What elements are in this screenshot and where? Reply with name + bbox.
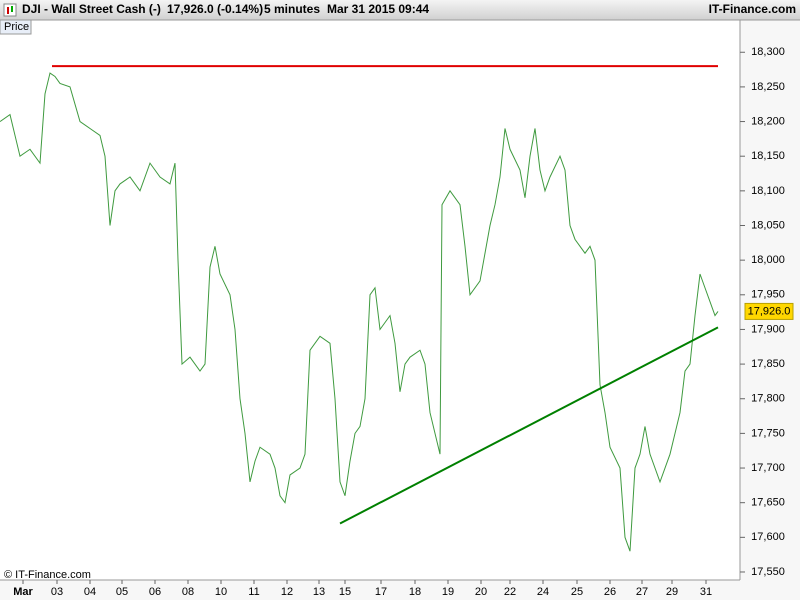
- datetime: Mar 31 2015 09:44: [327, 2, 429, 16]
- y-tick-label: 17,550: [751, 566, 785, 578]
- copyright: © IT-Finance.com: [4, 569, 91, 581]
- x-tick-label: 27: [636, 586, 648, 598]
- x-tick-label: 18: [409, 586, 421, 598]
- y-tick-label: 18,050: [751, 219, 785, 231]
- y-tick-label: 18,000: [751, 254, 785, 266]
- panel-label-box: [0, 19, 32, 35]
- y-tick-label: 17,750: [751, 427, 785, 439]
- trend-line: [339, 326, 719, 525]
- title: DJI - Wall Street Cash (-): [22, 2, 161, 16]
- header-bar: [0, 0, 800, 20]
- x-tick-label: 03: [51, 586, 63, 598]
- x-tick-label: 17: [375, 586, 387, 598]
- x-tick-label: 22: [504, 586, 516, 598]
- y-tick-label: 17,850: [751, 358, 785, 370]
- y-tick-label: 17,900: [751, 323, 785, 335]
- y-tick-label: 17,800: [751, 393, 785, 405]
- x-tick-label: 11: [248, 586, 259, 598]
- x-tick-label: 31: [700, 586, 712, 598]
- y-tick-label: 17,650: [751, 497, 785, 509]
- x-tick-label: 12: [281, 586, 293, 598]
- x-tick-label: 25: [571, 586, 583, 598]
- x-tick-label: 26: [604, 586, 616, 598]
- last-price-label: 17,926.0: [748, 305, 791, 317]
- y-tick-label: 17,700: [751, 462, 785, 474]
- y-tick-label: 18,200: [751, 115, 785, 127]
- icon-candle: [7, 7, 9, 14]
- y-tick-label: 18,250: [751, 81, 785, 93]
- x-tick-label: 05: [116, 586, 128, 598]
- y-tick-label: 18,300: [751, 46, 785, 58]
- icon-candle: [11, 6, 13, 12]
- x-tick-label: 04: [84, 586, 96, 598]
- x-tick-label: 06: [149, 586, 161, 598]
- y-tick-label: 17,600: [751, 531, 785, 543]
- x-tick-label: 13: [313, 586, 325, 598]
- x-tick-label: Mar: [13, 586, 33, 598]
- last-price-box: [744, 302, 794, 320]
- x-tick-label: 10: [215, 586, 227, 598]
- y-tick-label: 18,100: [751, 185, 785, 197]
- header-icon: [3, 3, 17, 17]
- quote: 17,926.0 (-0.14%): [167, 2, 263, 16]
- price-line: [0, 72, 719, 552]
- panel-label: Price: [4, 21, 29, 33]
- y-tick-label: 17,950: [751, 289, 785, 301]
- x-tick-label: 15: [339, 586, 351, 598]
- interval: 5 minutes: [264, 2, 320, 16]
- x-tick-label: 24: [537, 586, 549, 598]
- brand: IT-Finance.com: [709, 2, 796, 16]
- x-tick-label: 19: [442, 586, 454, 598]
- y-tick-label: 18,150: [751, 150, 785, 162]
- x-tick-label: 08: [182, 586, 194, 598]
- x-tick-label: 29: [666, 586, 678, 598]
- x-axis-panel: [0, 580, 740, 600]
- x-tick-label: 20: [475, 586, 487, 598]
